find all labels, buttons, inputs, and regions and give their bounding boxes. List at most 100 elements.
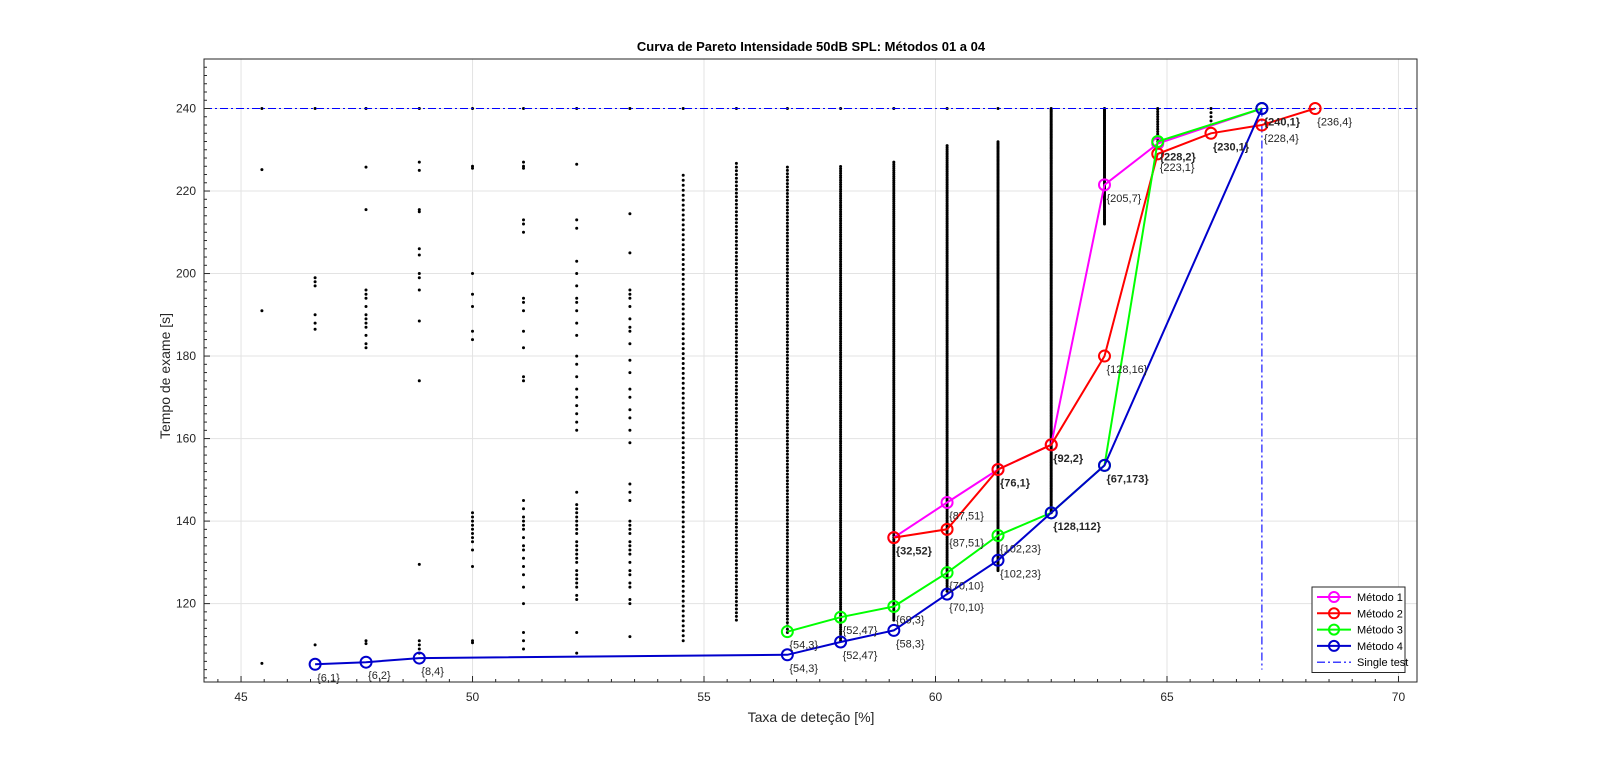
scatter-point (892, 391, 896, 395)
scatter-point (575, 296, 579, 300)
scatter-point (681, 525, 685, 529)
scatter-point (681, 500, 685, 504)
scatter-point (785, 218, 789, 222)
scatter-point (471, 292, 474, 296)
scatter-point (892, 515, 896, 519)
scatter-point (839, 326, 843, 330)
scatter-point (839, 512, 843, 516)
scatter-point (734, 184, 738, 188)
scatter-point (839, 564, 843, 568)
scatter-point (839, 555, 843, 559)
scatter-point (734, 566, 738, 570)
scatter-point (734, 180, 738, 184)
scatter-point (734, 247, 738, 251)
scatter-point (785, 271, 789, 275)
scatter-point (681, 614, 685, 618)
scatter-point (364, 305, 368, 308)
scatter-point (734, 310, 738, 314)
scatter-point (892, 602, 896, 606)
scatter-point (681, 535, 685, 539)
scatter-point (681, 461, 685, 464)
scatter-point (681, 426, 685, 430)
scatter-point (628, 499, 632, 502)
scatter-point (734, 529, 738, 533)
data-label: {87,51} (949, 511, 984, 523)
scatter-point (681, 386, 685, 390)
scatter-point (522, 527, 525, 531)
scatter-point (734, 321, 738, 325)
scatter-point (575, 552, 579, 556)
scatter-point (839, 405, 843, 409)
scatter-point (785, 446, 789, 450)
scatter-point (575, 532, 579, 535)
scatter-point (681, 302, 685, 306)
scatter-point (628, 325, 632, 329)
scatter-point (785, 502, 789, 506)
scatter-point (628, 569, 632, 573)
scatter-point (839, 516, 843, 520)
scatter-point (364, 288, 368, 292)
scatter-point (681, 337, 685, 341)
scatter-point (575, 362, 579, 366)
scatter-point (892, 214, 896, 218)
scatter-point (471, 527, 474, 531)
scatter-point (892, 402, 896, 405)
scatter-point (681, 619, 685, 623)
data-label: {128,112} (1053, 521, 1101, 533)
data-label: {67,173} (1106, 473, 1149, 485)
legend-marker (1328, 623, 1340, 636)
data-label: {70,10} (949, 602, 984, 614)
scatter-point (892, 449, 896, 453)
scatter-point (785, 568, 789, 572)
scatter-point (839, 283, 843, 286)
series-marker (359, 655, 373, 669)
scatter-point (785, 376, 789, 380)
scatter-point (892, 453, 896, 457)
scatter-point (892, 325, 896, 329)
scatter-point (785, 456, 789, 460)
data-label: {52,47} (843, 625, 878, 637)
scatter-point (522, 585, 525, 589)
scatter-point (839, 566, 843, 570)
scatter-point (364, 208, 368, 212)
scatter-point (575, 569, 579, 573)
scatter-point (892, 352, 896, 356)
scatter-point (734, 585, 738, 589)
scatter-point (785, 343, 789, 347)
scatter-point (839, 301, 843, 305)
scatter-point (892, 554, 896, 558)
scatter-point (734, 462, 738, 466)
scatter-point (260, 168, 264, 172)
series-marker (780, 648, 794, 662)
scatter-point (522, 519, 525, 523)
scatter-point (628, 251, 632, 255)
scatter-point (839, 362, 843, 366)
scatter-point (839, 242, 843, 246)
scatter-point (892, 486, 896, 490)
scatter-point (839, 460, 843, 463)
scatter-point (522, 536, 525, 540)
scatter-point (892, 369, 896, 372)
scatter-point (892, 185, 896, 189)
scatter-point (839, 496, 843, 500)
scatter-point (839, 466, 843, 470)
scatter-point (839, 584, 843, 588)
scatter-point (522, 107, 525, 110)
scatter-point (785, 561, 789, 565)
scatter-point (892, 276, 896, 280)
scatter-point (785, 294, 789, 298)
scatter-point (839, 419, 843, 423)
scatter-point (471, 565, 474, 568)
scatter-point (839, 600, 843, 604)
scatter-point (628, 598, 632, 601)
scatter-point (681, 188, 685, 192)
scatter-point (785, 175, 789, 179)
scatter-point (892, 546, 896, 550)
scatter-point (471, 329, 474, 333)
scatter-point (785, 182, 789, 186)
scatter-point (681, 327, 685, 331)
scatter-point (892, 571, 896, 575)
scatter-point (839, 355, 843, 359)
scatter-point (839, 553, 843, 556)
scatter-point (892, 385, 896, 389)
